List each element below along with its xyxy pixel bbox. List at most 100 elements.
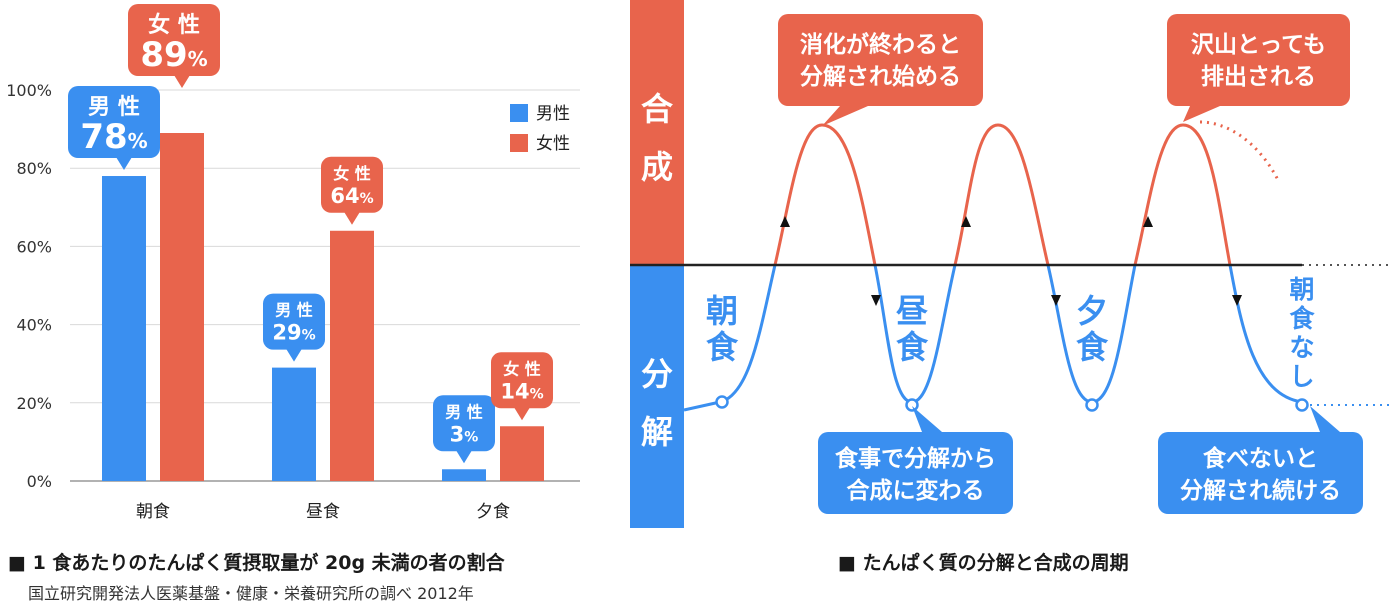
meal-point — [905, 398, 919, 412]
callout-box — [491, 352, 553, 409]
bar-chart-source: 国立研究開発法人医薬基盤・健康・栄養研究所の調べ 2012年 — [28, 584, 474, 603]
direction-arrow — [961, 216, 971, 227]
meal-point — [715, 395, 729, 409]
callout-number: 78 — [80, 117, 127, 157]
synthesis-band — [630, 0, 684, 265]
bar — [272, 367, 316, 481]
diagram-callout-pointer — [1183, 106, 1220, 122]
callout-value: 14% — [500, 379, 543, 403]
diagram-callout-line: 食べないと — [1203, 445, 1318, 472]
bar-chart-caption: ■ 1 食あたりのたんぱく質摂取量が 20g 未満の者の割合 — [8, 552, 505, 574]
bar — [160, 133, 204, 481]
meal-label-char: 食 — [1076, 328, 1109, 366]
bar — [442, 469, 486, 481]
y-tick-label: 20% — [16, 394, 52, 413]
meal-label-char: 夕 — [1076, 292, 1108, 330]
x-tick-label: 夕食 — [476, 502, 510, 522]
meal-label-char: 食 — [706, 328, 739, 366]
y-tick-label: 60% — [16, 237, 52, 256]
meal-label-char: 朝 — [706, 292, 738, 330]
callout-unit: % — [530, 386, 544, 402]
callout-unit: % — [128, 129, 148, 153]
value-callout: 男 性78% — [68, 86, 160, 170]
callout-label: 女 性 — [148, 12, 200, 38]
cycle-diagram-caption: ■ たんぱく質の分解と合成の周期 — [838, 552, 1129, 574]
callout-label: 男 性 — [275, 301, 313, 320]
breakdown-curve — [683, 265, 1303, 412]
bar — [102, 176, 146, 481]
callout-unit: % — [188, 47, 208, 71]
direction-arrow — [1143, 216, 1153, 227]
diagram-callout-pointer — [822, 106, 868, 126]
breakdown-label-char: 解 — [641, 413, 673, 451]
callout-pointer — [174, 75, 190, 88]
diagram-callout-line: 分解され始める — [800, 63, 961, 90]
callout-number: 64 — [330, 184, 359, 208]
callout-pointer — [456, 450, 472, 464]
synthesis-curve — [773, 123, 1232, 265]
y-tick-label: 40% — [16, 316, 52, 335]
legend-label: 女性 — [536, 134, 570, 154]
meal-label-char: 食 — [1289, 304, 1315, 333]
value-callout: 男 性29% — [263, 293, 325, 362]
breakdown-band — [630, 265, 684, 528]
diagram-callout-box — [1167, 14, 1350, 106]
y-tick-label: 80% — [16, 159, 52, 178]
callout-box — [263, 293, 325, 350]
diagram-callout-box — [778, 14, 983, 106]
callout-label: 女 性 — [503, 359, 541, 378]
meal-label-char: 昼 — [896, 292, 928, 330]
meal-label-char: 食 — [896, 328, 929, 366]
diagram-callout-line: 沢山とっても — [1191, 32, 1326, 58]
synthesis-label-char: 合 — [641, 90, 673, 128]
direction-arrow — [1232, 295, 1242, 306]
diagram-callout-line: 排出される — [1201, 64, 1316, 90]
callout-unit: % — [302, 328, 316, 344]
synthesis-label-char: 成 — [641, 148, 673, 186]
value-callout: 女 性89% — [128, 4, 220, 88]
bar-chart: 0%20%40%60%80%100%朝食 昼食 夕食男 性78%女 性89%男 性2… — [6, 4, 580, 522]
callout-value: 64% — [330, 184, 373, 208]
callout-value: 78% — [80, 117, 147, 157]
legend-swatch — [510, 104, 528, 122]
callout-number: 89 — [140, 35, 187, 75]
x-tick-label: 昼食 — [306, 502, 340, 522]
value-callout: 女 性64% — [321, 156, 383, 225]
meal-label-char: な — [1289, 333, 1314, 362]
cycle-diagram-panel: 合成分解朝食昼食夕食朝食なし消化が終わると 分解され始める 沢山とっても 排出される食… — [630, 0, 1390, 528]
direction-arrow — [780, 216, 790, 227]
meal-point — [1295, 398, 1309, 412]
diagram-callout-pointer — [912, 406, 942, 432]
callout-unit: % — [360, 191, 374, 207]
meal-label-char: 朝 — [1289, 275, 1314, 304]
diagram-callout-box — [1158, 432, 1363, 514]
callout-pointer — [116, 157, 132, 170]
diagram-callout-line: 分解され続ける — [1180, 477, 1341, 504]
diagram-callout-line: 消化が終わると — [800, 31, 961, 58]
y-tick-label: 100% — [6, 81, 52, 100]
callout-unit: % — [464, 429, 478, 445]
callout-value: 3% — [450, 422, 479, 446]
callout-number: 29 — [272, 321, 301, 345]
diagram-callout-line: 食事で分解から — [835, 445, 996, 472]
cycle-diagram: 合成分解朝食昼食夕食朝食なし消化が終わると分解され始める沢山とっても排出される食… — [630, 0, 1390, 528]
breakdown-label-char: 分 — [641, 355, 673, 393]
bar — [330, 230, 374, 481]
callout-number: 3 — [450, 422, 465, 446]
callout-label: 男 性 — [88, 95, 140, 120]
value-callout: 女 性14% — [491, 352, 553, 421]
callout-value: 89% — [140, 35, 207, 75]
direction-arrow — [871, 295, 881, 306]
diagram-callout-box — [818, 432, 1013, 514]
value-callout: 男 性3% — [433, 395, 495, 464]
callout-box — [128, 4, 220, 76]
y-tick-label: 0% — [27, 472, 52, 491]
legend-label: 男性 — [536, 104, 570, 124]
callout-box — [68, 86, 160, 158]
legend-swatch — [510, 134, 528, 152]
diagram-callout-line: 合成に変わる — [847, 477, 985, 504]
